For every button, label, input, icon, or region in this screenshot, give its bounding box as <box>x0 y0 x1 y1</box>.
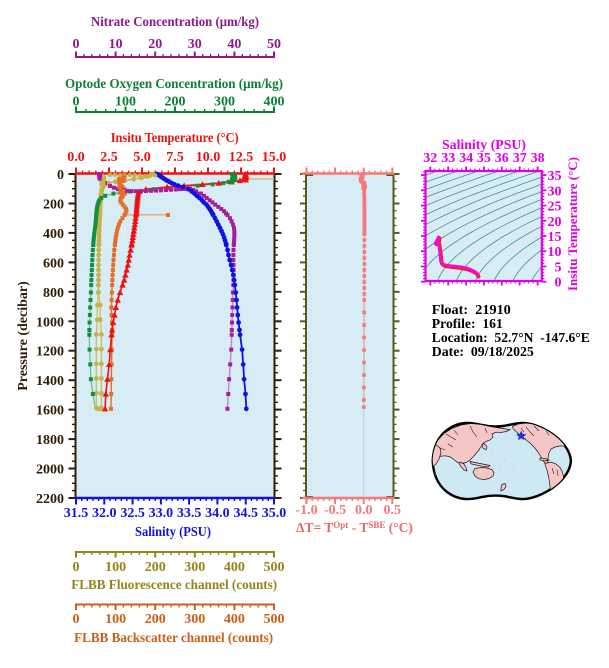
svg-text:Optode Oxygen Concentration (μ: Optode Oxygen Concentration (μm/kg) <box>65 77 283 92</box>
svg-text:200: 200 <box>145 612 166 627</box>
svg-text:400: 400 <box>224 560 245 575</box>
svg-text:32.5: 32.5 <box>120 506 145 521</box>
svg-text:Salinity (PSU): Salinity (PSU) <box>135 525 211 540</box>
svg-text:Location: 52.7°N -147.6°E: Location: 52.7°N -147.6°E <box>432 331 590 346</box>
svg-text:FLBB Fluorescence channel (cou: FLBB Fluorescence channel (counts) <box>71 578 277 593</box>
svg-text:500: 500 <box>264 612 285 627</box>
svg-text:0.5: 0.5 <box>384 503 402 518</box>
svg-text:100: 100 <box>105 612 126 627</box>
svg-text:10: 10 <box>109 37 123 52</box>
svg-text:2.5: 2.5 <box>100 150 118 165</box>
svg-text:5.0: 5.0 <box>133 150 151 165</box>
svg-text:400: 400 <box>224 612 245 627</box>
svg-text:300: 300 <box>184 612 205 627</box>
svg-text:800: 800 <box>43 286 64 301</box>
svg-text:7.5: 7.5 <box>166 150 184 165</box>
svg-text:200: 200 <box>145 560 166 575</box>
svg-text:Pressure (decibar): Pressure (decibar) <box>16 281 31 391</box>
svg-text:10.0: 10.0 <box>196 150 221 165</box>
svg-text:36: 36 <box>495 151 509 166</box>
svg-text:-1.0: -1.0 <box>295 503 317 518</box>
svg-text:300: 300 <box>184 560 205 575</box>
svg-text:32: 32 <box>423 151 437 166</box>
svg-text:37: 37 <box>513 151 527 166</box>
svg-text:Profile: 161: Profile: 161 <box>432 317 503 332</box>
svg-text:33.5: 33.5 <box>177 506 202 521</box>
svg-text:FLBB Backscatter channel (coun: FLBB Backscatter channel (counts) <box>74 631 273 646</box>
svg-text:12.5: 12.5 <box>229 150 254 165</box>
svg-text:32.0: 32.0 <box>92 506 117 521</box>
svg-text:1600: 1600 <box>36 404 64 419</box>
svg-text:Float: 21910: Float: 21910 <box>432 303 511 318</box>
svg-text:0: 0 <box>73 37 80 52</box>
svg-text:34.0: 34.0 <box>205 506 230 521</box>
svg-text:100: 100 <box>105 560 126 575</box>
svg-text:ΔT= TOpt - TSBE (°C): ΔT= TOpt - TSBE (°C) <box>296 520 413 535</box>
svg-text:200: 200 <box>165 95 186 110</box>
svg-text:-0.5: -0.5 <box>324 503 346 518</box>
svg-text:34: 34 <box>459 151 473 166</box>
svg-text:Insitu Temperature (°C): Insitu Temperature (°C) <box>111 131 239 146</box>
svg-text:0: 0 <box>57 168 64 183</box>
svg-text:2000: 2000 <box>36 463 64 478</box>
svg-text:35.0: 35.0 <box>262 506 287 521</box>
svg-text:30: 30 <box>188 37 202 52</box>
svg-text:50: 50 <box>267 37 281 52</box>
svg-text:35: 35 <box>548 169 562 184</box>
svg-text:Salinity (PSU): Salinity (PSU) <box>442 138 526 153</box>
svg-text:2200: 2200 <box>36 492 64 507</box>
svg-text:1200: 1200 <box>36 345 64 360</box>
svg-text:15.0: 15.0 <box>262 150 287 165</box>
svg-text:0.0: 0.0 <box>355 503 373 518</box>
svg-text:600: 600 <box>43 256 64 271</box>
svg-text:1800: 1800 <box>36 433 64 448</box>
svg-text:25: 25 <box>548 200 562 215</box>
svg-text:500: 500 <box>264 560 285 575</box>
svg-text:0: 0 <box>73 612 80 627</box>
svg-text:20: 20 <box>548 215 562 230</box>
svg-text:34.5: 34.5 <box>233 506 258 521</box>
svg-text:200: 200 <box>43 198 64 213</box>
svg-text:33: 33 <box>441 151 455 166</box>
svg-text:1000: 1000 <box>36 315 64 330</box>
svg-text:Date: 09/18/2025: Date: 09/18/2025 <box>432 345 534 360</box>
svg-text:400: 400 <box>43 227 64 242</box>
svg-text:10: 10 <box>548 245 562 260</box>
svg-text:400: 400 <box>264 95 285 110</box>
svg-text:Insitu Temperature (°C): Insitu Temperature (°C) <box>565 157 580 291</box>
svg-text:15: 15 <box>548 230 562 245</box>
svg-text:0: 0 <box>73 560 80 575</box>
svg-text:100: 100 <box>115 95 136 110</box>
svg-text:0: 0 <box>73 95 80 110</box>
svg-text:0: 0 <box>555 276 562 291</box>
svg-text:Nitrate Concentration (μm/kg): Nitrate Concentration (μm/kg) <box>91 15 259 30</box>
svg-text:40: 40 <box>227 37 241 52</box>
svg-text:31.5: 31.5 <box>64 506 89 521</box>
svg-text:5: 5 <box>555 261 562 276</box>
svg-text:20: 20 <box>148 37 162 52</box>
svg-text:1400: 1400 <box>36 374 64 389</box>
svg-text:38: 38 <box>531 151 545 166</box>
svg-text:30: 30 <box>548 184 562 199</box>
svg-text:300: 300 <box>214 95 235 110</box>
svg-text:0.0: 0.0 <box>67 150 85 165</box>
svg-text:33.0: 33.0 <box>149 506 174 521</box>
svg-text:35: 35 <box>477 151 491 166</box>
